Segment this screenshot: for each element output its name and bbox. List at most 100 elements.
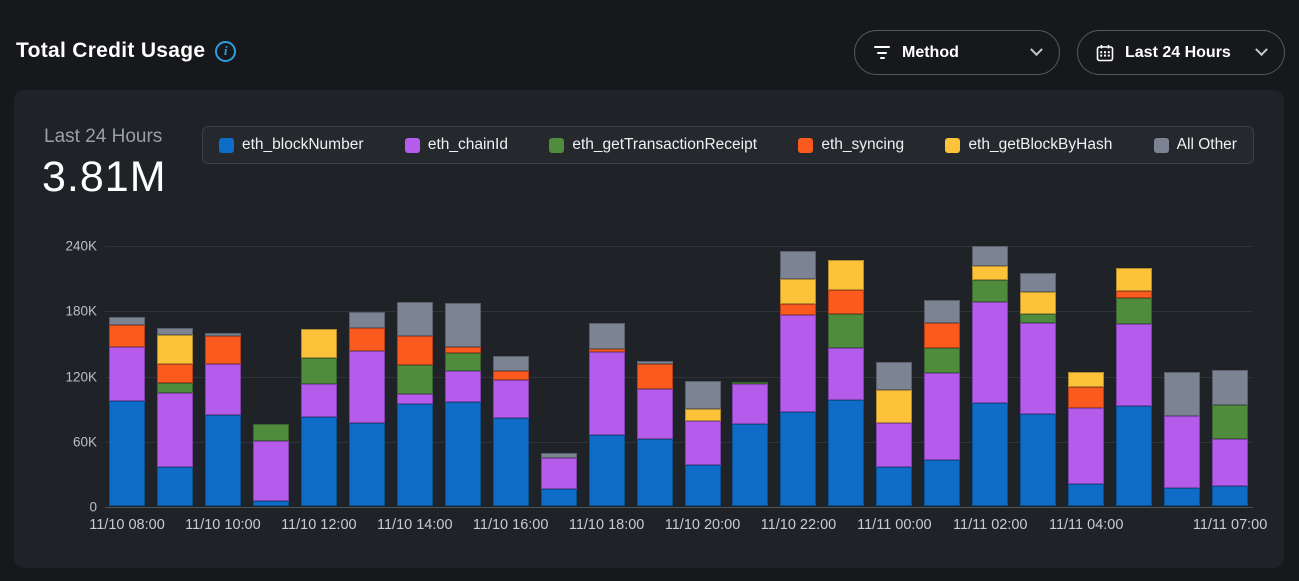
bar-segment[interactable] (396, 301, 433, 336)
bar-segment[interactable] (972, 279, 1009, 302)
bar-segment[interactable] (492, 355, 529, 372)
bar-segment[interactable] (588, 435, 625, 506)
bar-segment[interactable] (828, 348, 865, 400)
bar-segment[interactable] (396, 365, 433, 394)
bar-segment[interactable] (588, 323, 625, 350)
legend-item[interactable]: eth_getBlockByHash (945, 136, 1112, 154)
bar-segment[interactable] (732, 382, 769, 385)
bar-segment[interactable] (348, 350, 385, 424)
bar-segment[interactable] (1116, 298, 1153, 325)
bar-segment[interactable] (300, 417, 337, 506)
bar-segment[interactable] (588, 349, 625, 352)
bar-segment[interactable] (156, 466, 193, 506)
bar-segment[interactable] (1020, 291, 1057, 314)
bar-segment[interactable] (1116, 268, 1153, 292)
info-icon[interactable]: i (215, 40, 237, 62)
bar-segment[interactable] (924, 299, 961, 324)
bar-segment[interactable] (204, 333, 241, 337)
bar-segment[interactable] (1020, 313, 1057, 324)
bar-segment[interactable] (444, 302, 481, 347)
bar-segment[interactable] (444, 353, 481, 371)
legend-item[interactable]: eth_blockNumber (219, 136, 363, 154)
bar-segment[interactable] (204, 363, 241, 415)
bar-segment[interactable] (780, 251, 817, 280)
bar-segment[interactable] (1212, 438, 1249, 487)
bar-segment[interactable] (252, 500, 289, 506)
bar-segment[interactable] (1164, 415, 1201, 488)
bar-segment[interactable] (156, 327, 193, 336)
bar-segment[interactable] (540, 452, 577, 459)
bar-segment[interactable] (156, 382, 193, 393)
bar-segment[interactable] (636, 439, 673, 506)
bar-segment[interactable] (300, 357, 337, 385)
bar-segment[interactable] (396, 394, 433, 404)
bar-segment[interactable] (780, 412, 817, 506)
bar-segment[interactable] (732, 424, 769, 506)
bar-segment[interactable] (300, 329, 337, 358)
bar-segment[interactable] (540, 458, 577, 489)
bar-segment[interactable] (828, 290, 865, 314)
bar-segment[interactable] (444, 346, 481, 354)
bar-segment[interactable] (924, 373, 961, 461)
bar-segment[interactable] (1068, 372, 1105, 388)
bar-segment[interactable] (156, 363, 193, 383)
bar-segment[interactable] (684, 409, 721, 422)
legend-item[interactable]: eth_chainId (404, 136, 508, 154)
bar-segment[interactable] (540, 488, 577, 506)
bar-segment[interactable] (684, 380, 721, 410)
bar-segment[interactable] (876, 390, 913, 424)
bar-segment[interactable] (972, 266, 1009, 280)
bar-segment[interactable] (1164, 487, 1201, 506)
bar-segment[interactable] (492, 417, 529, 506)
bar-segment[interactable] (1020, 273, 1057, 292)
bar-segment[interactable] (972, 301, 1009, 404)
bar-segment[interactable] (1212, 370, 1249, 405)
bar-segment[interactable] (156, 335, 193, 364)
bar-segment[interactable] (204, 336, 241, 364)
bar-segment[interactable] (636, 363, 673, 389)
date-range-dropdown[interactable]: Last 24 Hours (1077, 30, 1285, 75)
bar-segment[interactable] (828, 399, 865, 506)
bar-segment[interactable] (204, 414, 241, 506)
bar-segment[interactable] (636, 388, 673, 440)
bar-segment[interactable] (252, 440, 289, 501)
bar-segment[interactable] (156, 392, 193, 467)
bar-segment[interactable] (1116, 291, 1153, 299)
bar-segment[interactable] (1068, 484, 1105, 506)
bar-segment[interactable] (924, 323, 961, 349)
bar-segment[interactable] (1164, 371, 1201, 416)
bar-segment[interactable] (828, 313, 865, 349)
bar-segment[interactable] (1116, 324, 1153, 406)
bar-segment[interactable] (396, 403, 433, 506)
bar-segment[interactable] (972, 246, 1009, 267)
bar-segment[interactable] (684, 421, 721, 465)
bar-segment[interactable] (109, 324, 145, 348)
bar-segment[interactable] (828, 259, 865, 291)
bar-segment[interactable] (588, 351, 625, 436)
bar-segment[interactable] (492, 371, 529, 380)
bar-segment[interactable] (732, 384, 769, 425)
bar-segment[interactable] (348, 423, 385, 506)
legend-item[interactable]: eth_syncing (798, 136, 904, 154)
bar-segment[interactable] (396, 335, 433, 366)
bar-segment[interactable] (109, 347, 145, 401)
bar-segment[interactable] (1020, 413, 1057, 506)
bar-segment[interactable] (444, 370, 481, 402)
bar-segment[interactable] (348, 312, 385, 329)
bar-segment[interactable] (492, 379, 529, 418)
bar-segment[interactable] (780, 279, 817, 305)
bar-segment[interactable] (780, 304, 817, 316)
bar-segment[interactable] (780, 315, 817, 413)
bar-segment[interactable] (876, 362, 913, 391)
bar-segment[interactable] (636, 361, 673, 364)
bar-segment[interactable] (684, 464, 721, 506)
bar-segment[interactable] (1212, 404, 1249, 439)
bar-segment[interactable] (1068, 408, 1105, 485)
bar-segment[interactable] (1212, 486, 1249, 506)
bar-segment[interactable] (876, 466, 913, 506)
bar-segment[interactable] (1068, 387, 1105, 409)
bar-segment[interactable] (1116, 405, 1153, 506)
bar-segment[interactable] (252, 424, 289, 441)
bar-segment[interactable] (300, 384, 337, 418)
bar-segment[interactable] (109, 400, 145, 506)
